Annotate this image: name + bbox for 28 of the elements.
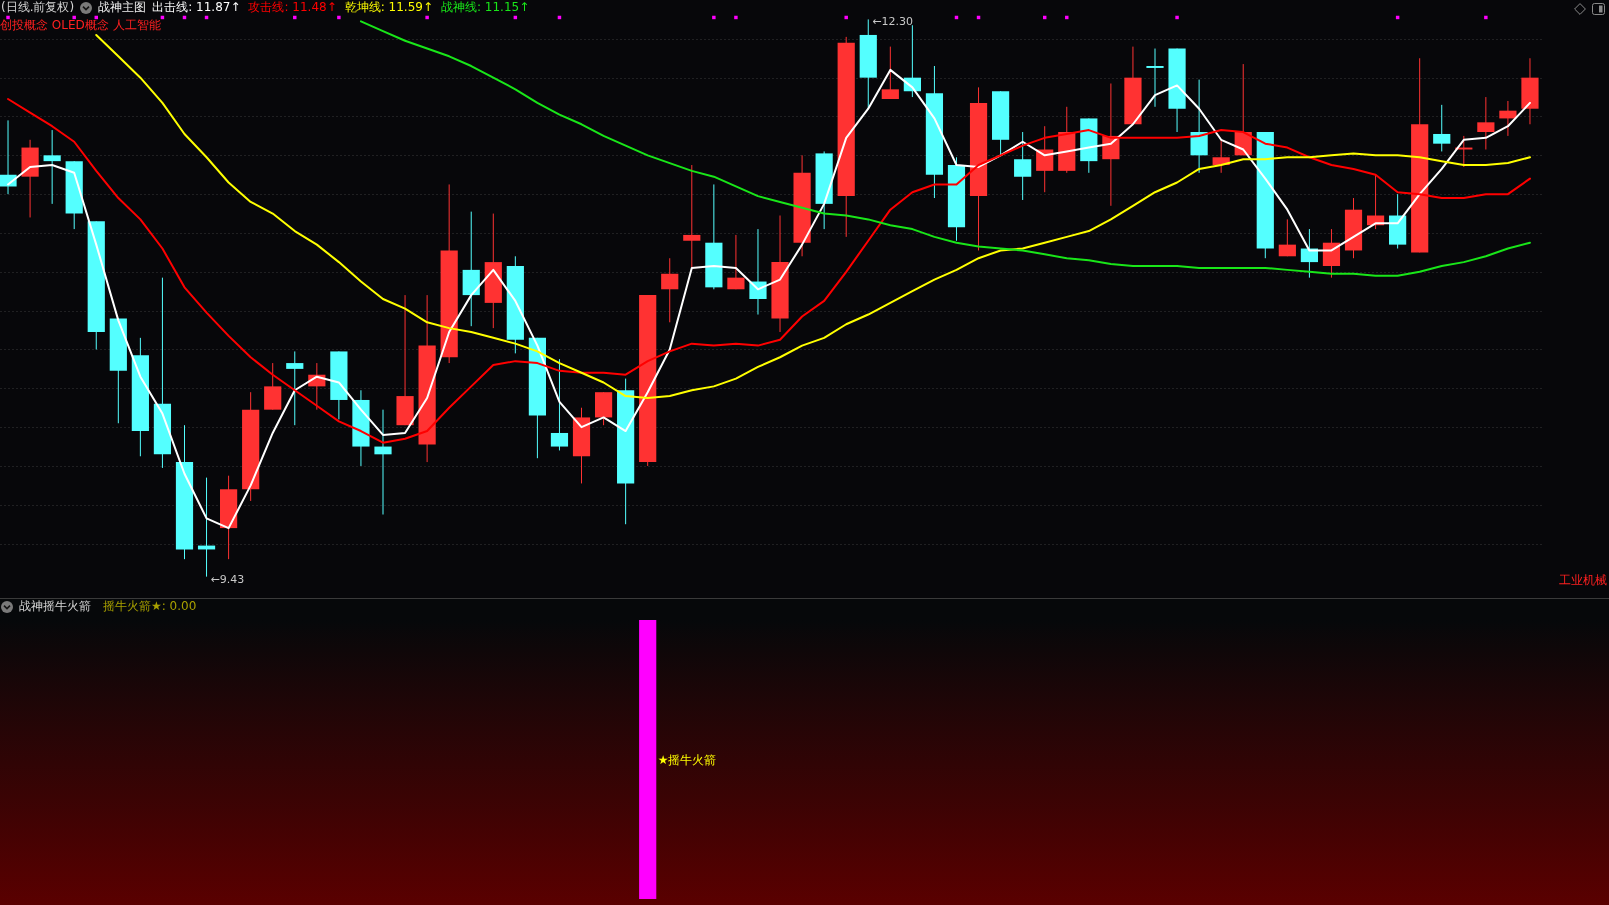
candlestick	[1476, 96, 1494, 150]
chart-subtitle: 摇牛火箭★: 0.00	[103, 599, 197, 614]
annotation: 创投概念 OLED概念 人工智能	[0, 18, 161, 32]
candlestick	[1278, 218, 1296, 257]
chart-title: 战神摇牛火箭	[19, 599, 91, 614]
candlestick	[1432, 104, 1450, 152]
text: 乾坤线: 11.59↑	[344, 0, 433, 15]
text: 出击线: 11.87↑	[152, 0, 241, 15]
candlestick	[660, 257, 678, 323]
candlestick	[1145, 48, 1164, 108]
text: 工业机械	[1559, 573, 1607, 587]
chart-subtitle: 战神主图	[98, 0, 147, 15]
candlestick	[726, 234, 745, 290]
candlestick	[43, 129, 61, 205]
candlestick	[285, 350, 303, 426]
candlestick	[881, 46, 899, 100]
candlestick	[682, 164, 700, 269]
candlestick	[550, 358, 568, 451]
annotation: ←9.43	[210, 572, 244, 586]
text: 战神线: 11.15↑	[440, 0, 530, 15]
candlestick	[373, 409, 392, 516]
chart-title: (日线.前复权)	[1, 0, 75, 15]
text: 攻击线: 11.48↑	[248, 0, 337, 15]
annotation: ←12.30	[871, 15, 913, 29]
candlestick	[1498, 100, 1517, 137]
candlestick	[263, 362, 281, 411]
annotation: ★摇牛火箭	[657, 752, 716, 767]
candlestick	[1013, 131, 1031, 201]
